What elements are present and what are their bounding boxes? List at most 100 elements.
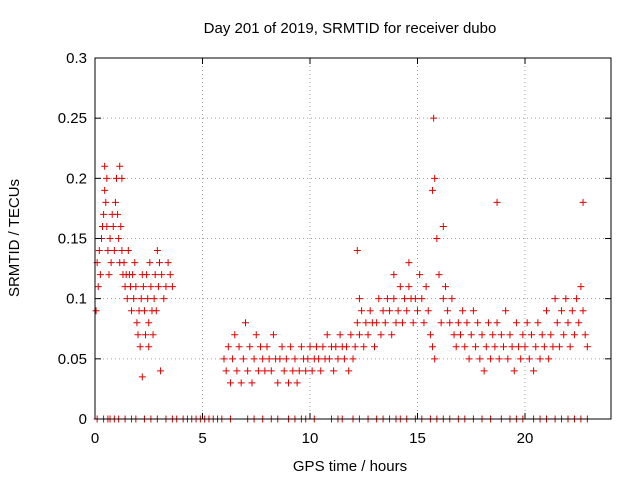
data-point <box>162 283 170 291</box>
data-point <box>105 271 113 279</box>
data-point <box>551 295 559 303</box>
data-point <box>308 367 316 375</box>
data-point <box>581 331 589 339</box>
data-point <box>118 174 126 182</box>
data-point <box>220 355 228 363</box>
data-point <box>101 186 109 194</box>
data-point <box>235 343 243 351</box>
data-point <box>146 259 154 267</box>
data-point <box>164 259 172 267</box>
grid-lines <box>95 58 611 419</box>
data-point <box>123 295 131 303</box>
data-point <box>517 355 525 363</box>
data-point <box>257 343 265 351</box>
data-point <box>297 343 305 351</box>
data-point <box>543 307 550 315</box>
data-point <box>538 331 546 339</box>
data-point <box>276 355 284 363</box>
data-point <box>420 319 428 327</box>
data-point <box>534 319 542 327</box>
data-point <box>540 343 548 351</box>
y-tick-label: 0.2 <box>66 170 87 187</box>
y-tick-label: 0.3 <box>66 50 87 67</box>
data-point <box>469 307 477 315</box>
data-point <box>144 295 152 303</box>
data-point <box>450 331 458 339</box>
data-point <box>334 355 342 363</box>
data-point <box>94 283 102 291</box>
data-point <box>358 307 366 315</box>
data-point <box>222 367 230 375</box>
data-point <box>452 343 460 351</box>
data-point <box>248 379 256 387</box>
data-point <box>103 222 111 230</box>
data-point <box>150 295 158 303</box>
y-tick-label: 0.25 <box>58 110 87 127</box>
data-point <box>302 367 310 375</box>
data-point <box>401 295 409 303</box>
y-tick-label: 0.15 <box>58 231 87 248</box>
data-point <box>106 235 114 242</box>
data-point <box>429 186 437 194</box>
data-point <box>239 355 247 363</box>
data-point <box>568 307 576 315</box>
data-point <box>549 343 557 351</box>
data-point <box>157 367 165 375</box>
data-point <box>95 247 103 255</box>
data-point <box>323 331 331 339</box>
data-point <box>553 319 561 327</box>
data-point <box>405 283 413 291</box>
data-point <box>226 379 234 387</box>
data-point <box>575 319 583 327</box>
data-point <box>263 343 271 351</box>
data-point <box>115 235 123 242</box>
data-point <box>143 271 151 279</box>
data-point <box>446 319 454 327</box>
data-point <box>500 343 507 351</box>
data-point <box>583 343 591 351</box>
data-point <box>156 259 163 267</box>
y-tick-label: 0.05 <box>58 351 87 368</box>
data-point <box>454 319 462 327</box>
data-point <box>570 331 578 339</box>
data-point <box>130 295 138 303</box>
data-point <box>325 355 333 363</box>
data-point <box>347 331 355 339</box>
data-point <box>128 307 136 315</box>
data-point <box>506 331 514 339</box>
data-point <box>566 343 574 351</box>
data-point <box>340 355 348 363</box>
data-point <box>304 355 312 363</box>
data-point <box>250 355 258 363</box>
data-point <box>416 271 424 279</box>
data-point <box>472 343 480 351</box>
data-point <box>478 331 486 339</box>
data-point <box>353 247 361 255</box>
data-point <box>379 307 387 315</box>
data-point <box>431 355 439 363</box>
data-point <box>332 343 340 351</box>
data-point <box>274 379 282 387</box>
x-tick-label: 10 <box>302 430 319 447</box>
data-points <box>92 114 591 423</box>
data-point <box>233 367 241 375</box>
data-point <box>289 367 297 375</box>
data-point <box>515 343 523 351</box>
data-point <box>96 271 104 279</box>
data-point <box>103 174 111 182</box>
data-point <box>101 162 109 170</box>
data-point <box>405 259 413 267</box>
data-point <box>280 367 288 375</box>
data-point <box>109 222 117 230</box>
data-point <box>377 331 385 339</box>
data-point <box>349 355 357 363</box>
y-tick-label: 0.1 <box>66 291 87 308</box>
data-point <box>398 319 406 327</box>
data-point <box>439 295 447 303</box>
data-point <box>136 343 144 351</box>
data-point <box>360 343 368 351</box>
data-point <box>152 307 160 315</box>
data-point <box>564 319 572 327</box>
data-point <box>353 319 361 327</box>
